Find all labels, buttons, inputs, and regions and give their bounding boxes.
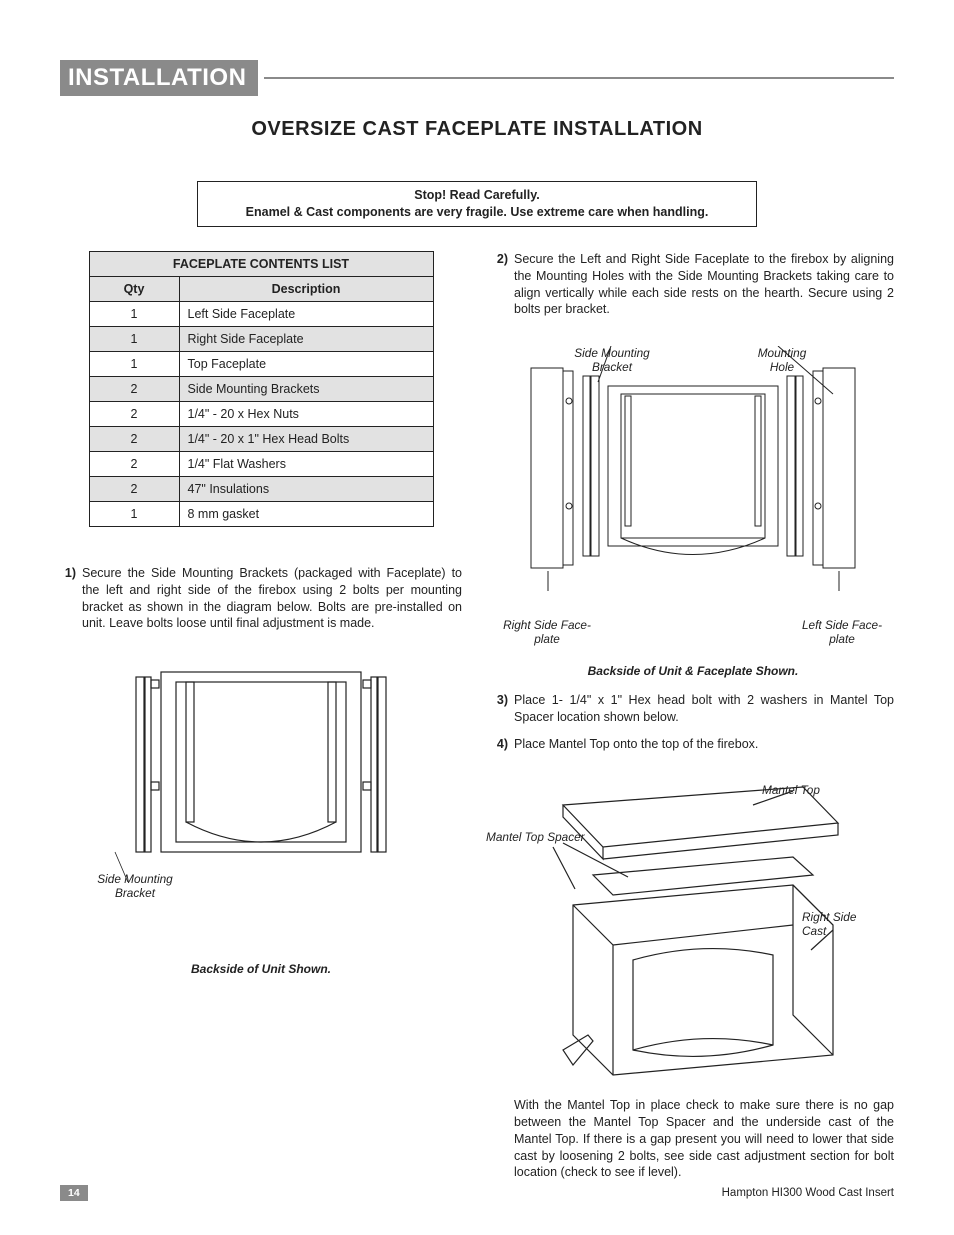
step-1-num: 1) (60, 565, 82, 633)
table-row: 1Right Side Faceplate (89, 326, 433, 351)
step-1-text: Secure the Side Mounting Brackets (packa… (82, 565, 462, 633)
section-header-rule (264, 77, 894, 79)
diagram2-label-left-faceplate: Left Side Face-plate (787, 618, 897, 646)
footer-doc-title: Hampton HI300 Wood Cast Insert (722, 1187, 894, 1199)
contents-table-col-qty: Qty (89, 276, 179, 301)
step-2-text: Secure the Left and Right Side Faceplate… (514, 251, 894, 319)
table-row: 21/4" - 20 x Hex Nuts (89, 401, 433, 426)
step-3: 3) Place 1- 1/4" x 1" Hex head bolt with… (492, 692, 894, 726)
table-row: 18 mm gasket (89, 501, 433, 526)
diagram2-label-right-faceplate: Right Side Face-plate (492, 618, 602, 646)
section-banner: INSTALLATION (60, 60, 894, 96)
contents-table: FACEPLATE CONTENTS LIST Qty Description … (89, 251, 434, 527)
diagram3-label-right-cast: Right SideCast (802, 910, 892, 938)
contents-table-col-desc: Description (179, 276, 433, 301)
warning-line-2: Enamel & Cast components are very fragil… (208, 204, 746, 221)
table-row: 21/4" Flat Washers (89, 451, 433, 476)
diagram-backside-unit: Side MountingBracket (60, 662, 462, 922)
step-4-text: Place Mantel Top onto the top of the fir… (514, 736, 894, 753)
left-column: FACEPLATE CONTENTS LIST Qty Description … (60, 251, 462, 1182)
diagram3-label-spacer: Mantel Top Spacer (486, 830, 616, 844)
diagram2-label-bracket: Side MountingBracket (557, 346, 667, 374)
step-3-text: Place 1- 1/4" x 1" Hex head bolt with 2 … (514, 692, 894, 726)
diagram-1-svg (91, 662, 431, 872)
diagram-2-svg (493, 346, 893, 616)
diagram3-label-mantel-top: Mantel Top (762, 783, 852, 797)
diagram1-pointer (60, 842, 400, 882)
page-title: OVERSIZE CAST FACEPLATE INSTALLATION (60, 118, 894, 141)
diagram2-caption: Backside of Unit & Faceplate Shown. (492, 664, 894, 678)
table-row: 1Top Faceplate (89, 351, 433, 376)
right-column: 2) Secure the Left and Right Side Facepl… (492, 251, 894, 1182)
step-1: 1) Secure the Side Mounting Brackets (pa… (60, 565, 462, 633)
table-row: 247" Insulations (89, 476, 433, 501)
step-2: 2) Secure the Left and Right Side Facepl… (492, 251, 894, 319)
diagram-backside-unit-faceplate: Side MountingBracket MountingHole (492, 346, 894, 656)
step-3-num: 3) (492, 692, 514, 726)
step-4: 4) Place Mantel Top onto the top of the … (492, 736, 894, 753)
contents-table-title: FACEPLATE CONTENTS LIST (89, 251, 433, 276)
warning-box: Stop! Read Carefully. Enamel & Cast comp… (197, 181, 757, 227)
step-4-num: 4) (492, 736, 514, 753)
diagram2-label-hole: MountingHole (737, 346, 827, 374)
closing-paragraph: With the Mantel Top in place check to ma… (492, 1097, 894, 1181)
section-header-label: INSTALLATION (60, 60, 258, 96)
warning-line-1: Stop! Read Carefully. (208, 187, 746, 204)
page-number: 14 (60, 1185, 88, 1201)
diagram1-caption: Backside of Unit Shown. (60, 962, 462, 976)
table-row: 21/4" - 20 x 1" Hex Head Bolts (89, 426, 433, 451)
step-2-num: 2) (492, 251, 514, 319)
table-row: 2Side Mounting Brackets (89, 376, 433, 401)
table-row: 1Left Side Faceplate (89, 301, 433, 326)
page-footer: 14 Hampton HI300 Wood Cast Insert (60, 1185, 894, 1201)
diagram-mantel-assembly: Mantel Top Mantel Top Spacer Right SideC… (492, 765, 894, 1085)
